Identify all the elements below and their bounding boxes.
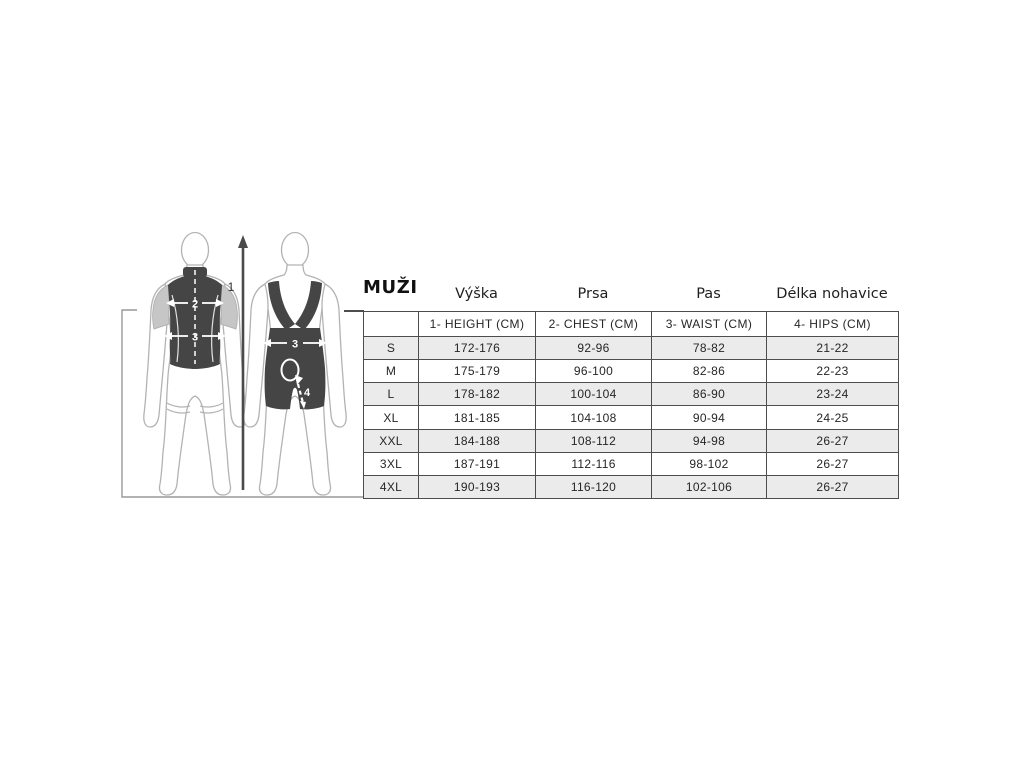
size-cell: XXL [363,428,419,453]
header-cell-empty [363,310,419,338]
chest-cell: 100-104 [535,382,652,407]
column-title-legs: Délka nohavice [776,286,888,302]
men-measurement-diagram: 2 3 [121,231,363,498]
waist-cell: 82-86 [651,359,767,384]
height-arrow: 1 [228,235,248,490]
hips-cell: 24-25 [766,405,899,430]
measure-label-waist: 3 [192,332,198,344]
bib-strap-left [268,281,295,330]
chest-arrowhead-left [166,299,174,307]
jersey-front-panel [168,276,222,369]
waist-cell: 86-90 [651,382,767,407]
table-header-row: 1- HEIGHT (CM) 2- CHEST (CM) 3- WAIST (C… [363,310,899,338]
jersey-figure: 2 3 [152,267,238,414]
left-sleeve [152,284,170,330]
measure-label-height: 1 [228,280,235,294]
column-title-chest: Prsa [577,286,609,302]
height-cell: 175-179 [418,359,536,384]
height-cell: 172-176 [418,336,536,361]
waist-arrowhead-left [164,332,172,340]
chest-cell: 92-96 [535,336,652,361]
table-row: XXL 184-188 108-112 94-98 26-27 [363,428,899,453]
bracket-line [121,309,363,498]
bib-shorts [264,328,326,410]
table-top-border-extension [344,310,364,312]
hips-cell: 21-22 [766,336,899,361]
chest-arrowhead-right [216,299,224,307]
size-cell: 3XL [363,451,419,476]
height-cell: 181-185 [418,405,536,430]
table-row: 3XL 187-191 112-116 98-102 26-27 [363,451,899,476]
column-title-height: Výška [455,286,498,302]
column-title-waist: Pas [696,286,721,302]
hips-cell: 26-27 [766,428,899,453]
size-cell: M [363,359,419,384]
header-cell-waist: 3- WAIST (CM) [651,310,767,338]
table-row: 4XL 190-193 116-120 102-106 26-27 [363,474,899,500]
bib-measure-label-waist: 3 [292,339,298,351]
waist-cell: 98-102 [651,451,767,476]
size-cell: XL [363,405,419,430]
height-cell: 190-193 [418,474,536,500]
measure-label-hips: 4 [304,387,311,399]
hips-cell: 26-27 [766,451,899,476]
inseam-circle [280,358,300,382]
chest-cell: 96-100 [535,359,652,384]
table-row: M 175-179 96-100 82-86 22-23 [363,359,899,384]
column-title-spacer [363,286,418,302]
right-sleeve [220,284,238,330]
waist-cell: 94-98 [651,428,767,453]
chest-cell: 112-116 [535,451,652,476]
table-row: L 178-182 100-104 86-90 23-24 [363,382,899,407]
table-row: XL 181-185 104-108 90-94 24-25 [363,405,899,430]
measure-label-chest: 2 [192,299,198,311]
height-arrowhead [238,235,248,248]
shorts-hem-bands [166,402,224,414]
waist-arrowhead-right [218,332,226,340]
hips-cell: 22-23 [766,359,899,384]
bib-shorts-figure: 3 4 [263,281,327,410]
hips-cell: 26-27 [766,474,899,500]
size-table: 1- HEIGHT (CM) 2- CHEST (CM) 3- WAIST (C… [363,310,899,500]
bib-waist-arrowhead-left [263,339,271,347]
bib-waist-arrowhead-right [319,339,327,347]
size-cell: 4XL [363,474,419,500]
header-cell-chest: 2- CHEST (CM) [535,310,652,338]
waist-cell: 90-94 [651,405,767,430]
height-cell: 178-182 [418,382,536,407]
chest-cell: 116-120 [535,474,652,500]
inseam-arrowhead-top [295,375,303,385]
size-cell: L [363,382,419,407]
waist-cell: 78-82 [651,336,767,361]
column-titles-row: Výška Prsa Pas Délka nohavice [363,286,898,302]
inseam-dashed-line [296,383,305,404]
bib-strap-right [295,281,322,330]
chest-cell: 108-112 [535,428,652,453]
hips-cell: 23-24 [766,382,899,407]
header-cell-hips: 4- HIPS (CM) [766,310,899,338]
table-row: S 172-176 92-96 78-82 21-22 [363,336,899,361]
height-cell: 184-188 [418,428,536,453]
header-cell-height: 1- HEIGHT (CM) [418,310,536,338]
height-cell: 187-191 [418,451,536,476]
inseam-arrowhead-bottom [300,401,306,409]
waist-cell: 102-106 [651,474,767,500]
chest-cell: 104-108 [535,405,652,430]
page-title: MUŽI [363,277,418,298]
size-cell: S [363,336,419,361]
